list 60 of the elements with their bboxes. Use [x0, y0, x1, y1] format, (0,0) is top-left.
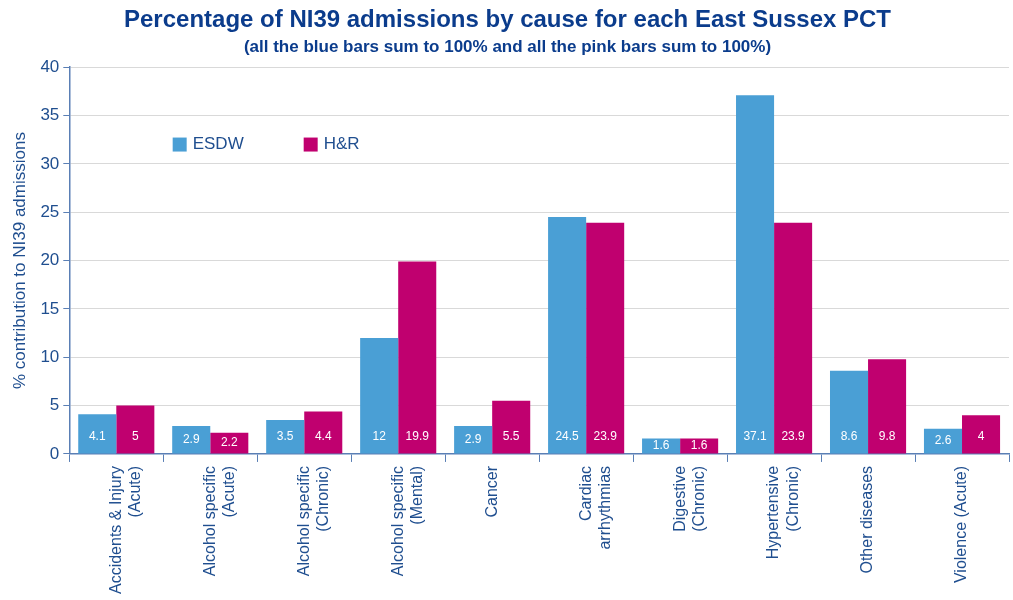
- bar: [116, 405, 155, 454]
- x-tick-label: Alcohol specific (Acute): [200, 465, 237, 577]
- data-label: 2.9: [182, 431, 200, 446]
- data-label: 9.8: [878, 428, 896, 443]
- y-tick-label: 0: [49, 443, 60, 463]
- bar: [586, 222, 625, 454]
- bar: [454, 425, 493, 454]
- chart-subtitle: (all the blue bars sum to 100% and all the pink bars sum to 100%): [243, 36, 772, 56]
- bar: [172, 425, 211, 454]
- y-tick-label: 15: [40, 298, 60, 318]
- data-label: 5: [131, 428, 139, 443]
- x-tick-label: Violence (Acute): [952, 465, 970, 584]
- bar: [829, 370, 869, 454]
- data-label: 4: [977, 428, 985, 443]
- y-tick-label: 40: [40, 56, 60, 76]
- x-tick-label: Digestive (Chronic): [670, 465, 707, 532]
- y-tick-label: 30: [40, 153, 60, 173]
- data-label: 2.9: [464, 431, 482, 446]
- data-label: 23.9: [781, 428, 806, 443]
- data-label: 12: [372, 428, 387, 443]
- data-label: 2.2: [220, 435, 238, 450]
- y-tick-label: 20: [40, 250, 60, 270]
- y-tick-label: 35: [40, 105, 60, 125]
- bar: [398, 261, 437, 454]
- bar: [774, 222, 813, 454]
- data-label: 37.1: [743, 428, 768, 443]
- data-label: 24.5: [555, 428, 580, 443]
- data-label: 19.9: [405, 428, 430, 443]
- data-label: 1.6: [652, 438, 670, 453]
- y-tick-label: 5: [49, 395, 60, 415]
- data-label: 8.6: [840, 428, 858, 443]
- x-tick-label: Alcohol specific (Mental): [388, 465, 425, 577]
- bar: [736, 95, 775, 454]
- y-axis-title: % contribution to NI39 admissions: [9, 132, 29, 390]
- x-tick-label: Other diseases: [858, 465, 876, 574]
- data-label: 3.5: [276, 429, 294, 444]
- x-tick-label: Cardiac arrhythmias: [576, 465, 613, 550]
- bar: [78, 414, 117, 454]
- data-label: 1.6: [690, 438, 708, 453]
- x-tick-label: Accidents & Injury (Acute): [106, 465, 143, 595]
- bar: [266, 420, 305, 454]
- chart-title: Percentage of NI39 admissions by cause for each East Sussex PCT: [124, 5, 892, 33]
- bar: [868, 359, 907, 454]
- legend-label: H&R: [323, 134, 360, 154]
- bar: [548, 217, 587, 454]
- bar: [304, 411, 343, 454]
- data-label: 2.6: [934, 433, 952, 448]
- bar: [962, 415, 1001, 454]
- legend-label: ESDW: [192, 134, 244, 154]
- x-tick-label: Alcohol specific (Chronic): [294, 465, 331, 577]
- data-label: 5.5: [502, 428, 520, 443]
- data-label: 23.9: [593, 428, 618, 443]
- y-tick-label: 10: [40, 346, 60, 366]
- x-tick-label: Cancer: [482, 465, 500, 518]
- bar: [360, 337, 399, 454]
- data-label: 4.1: [88, 428, 106, 443]
- data-label: 4.4: [314, 428, 332, 443]
- y-tick-label: 25: [40, 201, 60, 221]
- bar: [492, 400, 531, 454]
- x-tick-label: Hypertensive (Chronic): [764, 465, 801, 560]
